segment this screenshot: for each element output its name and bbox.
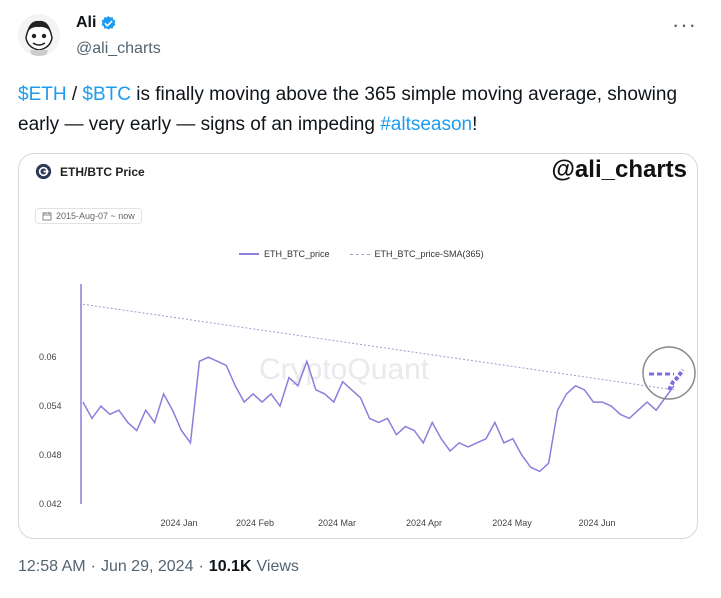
tweet-end: ! — [472, 114, 478, 135]
y-tick-label: 0.054 — [39, 401, 62, 411]
author-name[interactable]: Ali — [76, 14, 97, 31]
x-tick-label: 2024 Jan — [160, 518, 197, 528]
calendar-icon — [42, 212, 52, 221]
x-tick-label: 2024 Feb — [236, 518, 274, 528]
legend-label-price: ETH_BTC_price — [264, 249, 330, 259]
tweet-separator: / — [66, 84, 83, 105]
legend-label-sma: ETH_BTC_price-SMA(365) — [374, 249, 484, 259]
series-line-price — [82, 356, 675, 473]
x-tick-label: 2024 Jun — [578, 518, 615, 528]
line-chart: CryptoQuant 0.06 0.054 0.048 0.042 2024 Jan 2… — [39, 284, 696, 528]
date-range: 2015-Aug-07 ~ now — [35, 208, 142, 224]
annotation-arrow — [667, 368, 685, 391]
tweet-body: is finally moving above the 365 simple m… — [18, 84, 678, 135]
cashtag-btc[interactable]: $BTC — [82, 84, 131, 105]
x-tick-label: 2024 Mar — [318, 518, 356, 528]
tweet-date[interactable]: Jun 29, 2024 — [100, 558, 194, 575]
x-tick-label: 2024 May — [492, 518, 532, 528]
tweet-meta: 12:58 AM · Jun 29, 2024 · 10.1K Views — [18, 558, 299, 575]
chart-watermark-handle: @ali_charts — [551, 156, 687, 183]
cashtag-eth[interactable]: $ETH — [18, 84, 67, 105]
legend-swatch-price — [239, 253, 259, 255]
legend-swatch-sma — [349, 253, 370, 255]
view-count: 10.1K — [208, 558, 252, 575]
media-card[interactable]: ETH/BTC Price @ali_charts 2015-Aug-07 ~ … — [18, 153, 698, 539]
cryptoquant-logo-icon — [35, 163, 52, 180]
views-label: Views — [256, 558, 299, 575]
y-tick-label: 0.042 — [39, 499, 62, 509]
tweet-text: $ETH / $BTC is finally moving above the … — [18, 80, 698, 140]
x-tick-label: 2024 Apr — [406, 518, 442, 528]
verified-badge-icon — [102, 15, 116, 30]
author-handle[interactable]: @ali_charts — [76, 40, 161, 57]
cryptoquant-watermark: CryptoQuant — [259, 353, 430, 386]
more-options-icon[interactable]: ··· — [672, 12, 697, 37]
series-line-sma — [82, 303, 675, 391]
avatar[interactable] — [18, 14, 60, 56]
y-tick-label: 0.06 — [39, 352, 57, 362]
annotation-circle — [642, 346, 696, 400]
hashtag-altseason[interactable]: #altseason — [380, 114, 473, 135]
chart-title: ETH/BTC Price — [60, 164, 145, 179]
date-range-label: 2015-Aug-07 ~ now — [56, 211, 135, 221]
y-tick-label: 0.048 — [39, 450, 62, 460]
tweet-time[interactable]: 12:58 AM — [18, 558, 86, 575]
chart-legend: ETH_BTC_price ETH_BTC_price-SMA(365) — [239, 249, 484, 259]
